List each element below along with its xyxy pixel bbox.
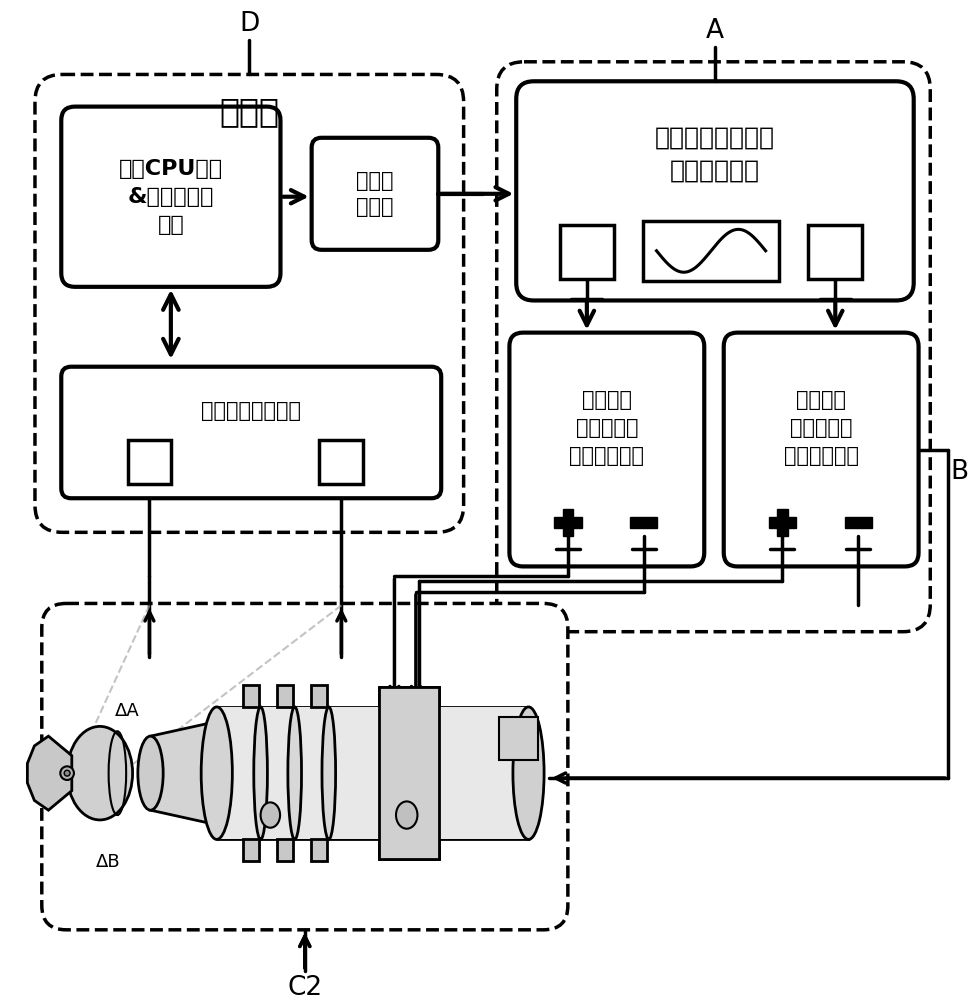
FancyBboxPatch shape (510, 333, 704, 566)
Text: 主控CPU单元
&电源总供电
单元: 主控CPU单元 &电源总供电 单元 (119, 159, 223, 235)
FancyBboxPatch shape (517, 81, 914, 300)
Bar (845, 517, 872, 528)
Bar (212, 702, 533, 844)
Ellipse shape (201, 707, 233, 839)
Bar (311, 685, 327, 707)
Polygon shape (27, 736, 72, 810)
Bar (127, 440, 171, 484)
Circle shape (64, 770, 70, 776)
Bar (776, 509, 787, 536)
Polygon shape (151, 722, 217, 825)
FancyBboxPatch shape (35, 74, 463, 532)
Text: 功率控
制电路: 功率控 制电路 (356, 171, 394, 217)
Text: B: B (951, 459, 968, 485)
Text: D: D (239, 11, 260, 37)
FancyBboxPatch shape (42, 603, 568, 930)
Ellipse shape (322, 707, 336, 839)
Bar (555, 517, 582, 528)
Bar (499, 717, 538, 760)
Bar (277, 839, 293, 861)
Bar (243, 839, 259, 861)
Bar (643, 221, 779, 281)
Bar (631, 517, 658, 528)
Ellipse shape (396, 801, 417, 829)
Ellipse shape (288, 707, 302, 839)
FancyBboxPatch shape (61, 367, 441, 498)
Bar (212, 702, 533, 844)
Ellipse shape (138, 736, 163, 810)
Bar (560, 225, 614, 279)
Bar (212, 702, 533, 844)
Text: 弯曲振动
功率放大器
（放大电路）: 弯曲振动 功率放大器 （放大电路） (569, 390, 644, 466)
Text: 双通道超声波电源
（驱动电路）: 双通道超声波电源 （驱动电路） (655, 126, 775, 183)
Text: A: A (706, 18, 724, 44)
Ellipse shape (254, 707, 268, 839)
FancyBboxPatch shape (497, 62, 930, 632)
Circle shape (60, 766, 74, 780)
Text: C2: C2 (287, 975, 322, 1000)
Bar (319, 440, 363, 484)
Bar (277, 685, 293, 707)
Bar (243, 685, 259, 707)
Bar (378, 687, 439, 859)
Text: ΔB: ΔB (95, 853, 121, 871)
FancyBboxPatch shape (61, 107, 280, 287)
Ellipse shape (261, 802, 280, 828)
Text: ΔA: ΔA (115, 702, 140, 720)
Bar (311, 839, 327, 861)
Text: 电流取样检测电路: 电流取样检测电路 (201, 401, 302, 421)
Bar (809, 225, 862, 279)
Text: 控制器: 控制器 (219, 95, 279, 128)
Text: 纵向振动
功率放大器
（放大电路）: 纵向振动 功率放大器 （放大电路） (783, 390, 858, 466)
Ellipse shape (513, 707, 544, 839)
Bar (217, 707, 528, 839)
Bar (562, 509, 573, 536)
FancyBboxPatch shape (311, 138, 438, 250)
FancyBboxPatch shape (724, 333, 919, 566)
Bar (769, 517, 796, 528)
Ellipse shape (67, 726, 132, 820)
